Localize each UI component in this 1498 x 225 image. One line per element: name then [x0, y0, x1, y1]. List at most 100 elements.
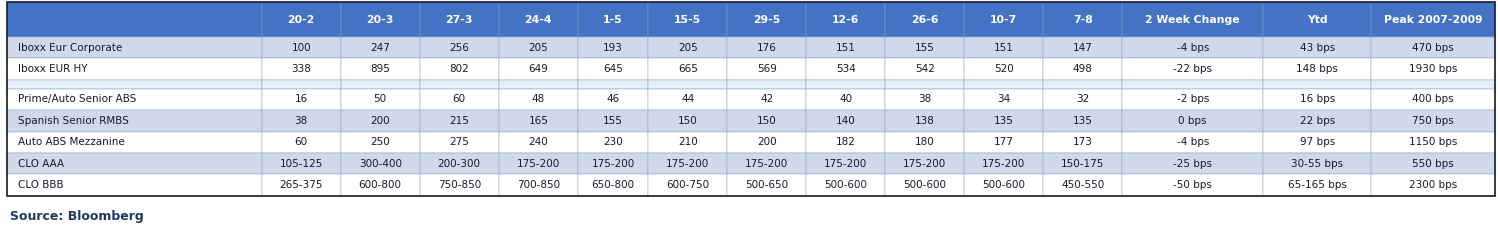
Text: 200: 200	[756, 137, 776, 147]
Text: 534: 534	[836, 64, 855, 74]
Bar	[965, 2, 1043, 37]
Bar	[727, 153, 806, 174]
Text: 175-200: 175-200	[667, 159, 710, 169]
Bar	[885, 80, 965, 89]
Bar	[419, 37, 499, 58]
Text: 60: 60	[452, 94, 466, 104]
Text: 550 bps: 550 bps	[1413, 159, 1455, 169]
Text: 20-3: 20-3	[367, 15, 394, 25]
Text: 40: 40	[839, 94, 852, 104]
Bar	[578, 80, 649, 89]
Text: 470 bps: 470 bps	[1413, 43, 1455, 53]
Text: -4 bps: -4 bps	[1176, 137, 1209, 147]
Bar	[262, 89, 340, 110]
Text: 155: 155	[915, 43, 935, 53]
Bar	[419, 80, 499, 89]
Bar	[806, 58, 885, 80]
Bar	[7, 132, 262, 153]
Bar	[649, 89, 727, 110]
Text: 175-200: 175-200	[745, 159, 788, 169]
Bar	[1371, 110, 1495, 132]
Bar	[1263, 153, 1371, 174]
Text: 700-850: 700-850	[517, 180, 560, 190]
Text: 135: 135	[993, 116, 1014, 126]
Bar	[965, 89, 1043, 110]
Bar	[1263, 80, 1371, 89]
Text: 750 bps: 750 bps	[1413, 116, 1455, 126]
Bar	[262, 2, 340, 37]
Text: 12-6: 12-6	[831, 15, 860, 25]
Text: 542: 542	[915, 64, 935, 74]
Text: 500-600: 500-600	[903, 180, 947, 190]
Text: 182: 182	[836, 137, 855, 147]
Text: 10-7: 10-7	[990, 15, 1017, 25]
Text: 205: 205	[677, 43, 698, 53]
Bar	[262, 110, 340, 132]
Bar	[649, 110, 727, 132]
Text: 645: 645	[604, 64, 623, 74]
Bar	[1122, 58, 1263, 80]
Text: 30-55 bps: 30-55 bps	[1291, 159, 1344, 169]
Text: 300-400: 300-400	[358, 159, 401, 169]
Bar	[1263, 132, 1371, 153]
Bar	[262, 37, 340, 58]
Bar	[499, 37, 578, 58]
Text: 650-800: 650-800	[592, 180, 635, 190]
Text: 135: 135	[1073, 116, 1092, 126]
Text: 65-165 bps: 65-165 bps	[1288, 180, 1347, 190]
Text: 16 bps: 16 bps	[1300, 94, 1335, 104]
Bar	[806, 132, 885, 153]
Text: 895: 895	[370, 64, 389, 74]
Text: 205: 205	[529, 43, 548, 53]
Text: Peak 2007-2009: Peak 2007-2009	[1384, 15, 1483, 25]
Bar	[499, 174, 578, 196]
Bar	[965, 80, 1043, 89]
Text: 46: 46	[607, 94, 620, 104]
Bar	[340, 174, 419, 196]
Text: 27-3: 27-3	[445, 15, 473, 25]
Bar	[1043, 174, 1122, 196]
Bar	[1371, 2, 1495, 37]
Text: 138: 138	[915, 116, 935, 126]
Text: 177: 177	[993, 137, 1014, 147]
Text: Source: Bloomberg: Source: Bloomberg	[10, 210, 144, 223]
Text: 230: 230	[604, 137, 623, 147]
Text: 50: 50	[373, 94, 386, 104]
Bar	[1371, 153, 1495, 174]
Bar	[885, 37, 965, 58]
Text: 500-600: 500-600	[824, 180, 867, 190]
Bar	[1043, 132, 1122, 153]
Bar	[578, 153, 649, 174]
Bar	[727, 174, 806, 196]
Text: 665: 665	[677, 64, 698, 74]
Text: 265-375: 265-375	[280, 180, 324, 190]
Text: 60: 60	[295, 137, 307, 147]
Text: Ytd: Ytd	[1306, 15, 1327, 25]
Bar	[885, 153, 965, 174]
Bar	[1122, 174, 1263, 196]
Bar	[1263, 37, 1371, 58]
Bar	[649, 80, 727, 89]
Text: 38: 38	[295, 116, 307, 126]
Bar	[1043, 37, 1122, 58]
Bar	[649, 153, 727, 174]
Bar	[1122, 89, 1263, 110]
Text: 34: 34	[998, 94, 1010, 104]
Bar	[499, 132, 578, 153]
Bar	[7, 80, 262, 89]
Text: 2 Week Change: 2 Week Change	[1146, 15, 1240, 25]
Bar	[806, 174, 885, 196]
Text: 649: 649	[529, 64, 548, 74]
Bar	[262, 174, 340, 196]
Bar	[806, 153, 885, 174]
Bar	[727, 132, 806, 153]
Bar	[1371, 89, 1495, 110]
Text: 155: 155	[604, 116, 623, 126]
Text: Prime/Auto Senior ABS: Prime/Auto Senior ABS	[18, 94, 136, 104]
Text: Iboxx EUR HY: Iboxx EUR HY	[18, 64, 87, 74]
Bar	[885, 58, 965, 80]
Text: 210: 210	[677, 137, 698, 147]
Bar	[806, 37, 885, 58]
Bar	[1043, 110, 1122, 132]
Bar	[965, 132, 1043, 153]
